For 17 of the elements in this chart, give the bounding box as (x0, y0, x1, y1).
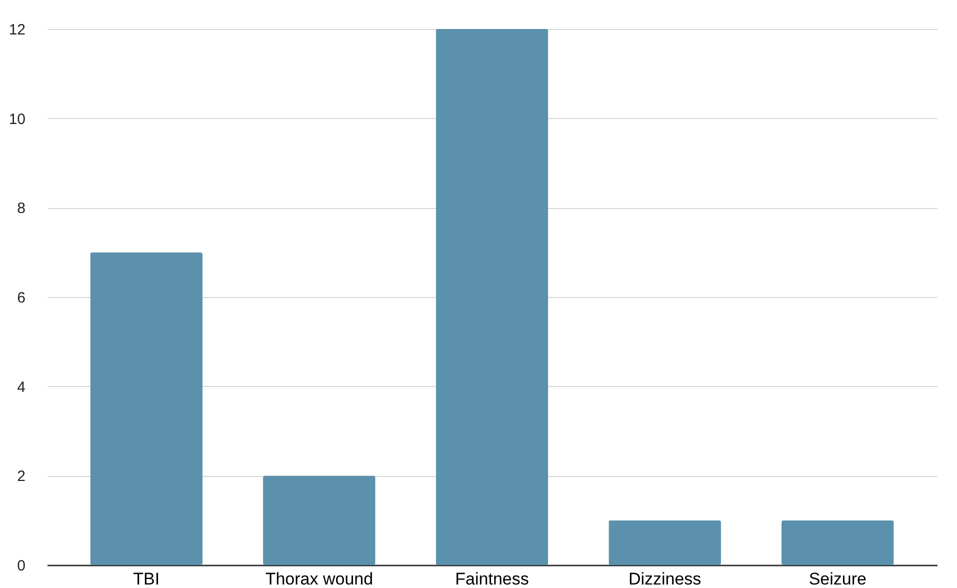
y-tick-label: 10 (8, 110, 26, 128)
bar (90, 252, 203, 565)
bar (781, 520, 894, 565)
x-tick-label: Seizure (808, 570, 866, 588)
y-tick-label: 8 (17, 200, 26, 218)
bar (263, 476, 376, 565)
y-tick-label: 12 (8, 22, 26, 38)
x-tick-label: Dizziness (628, 570, 702, 588)
x-tick-label: Thorax wound (265, 570, 374, 588)
y-tick-label: 6 (17, 290, 26, 306)
bar (608, 520, 721, 565)
bar (436, 29, 548, 565)
y-tick-label: 4 (17, 378, 26, 396)
y-tick-label: 0 (17, 558, 26, 574)
x-tick-label: TBI (133, 570, 160, 588)
x-tick-label: Faintness (455, 570, 529, 588)
y-tick-label: 2 (17, 468, 26, 486)
